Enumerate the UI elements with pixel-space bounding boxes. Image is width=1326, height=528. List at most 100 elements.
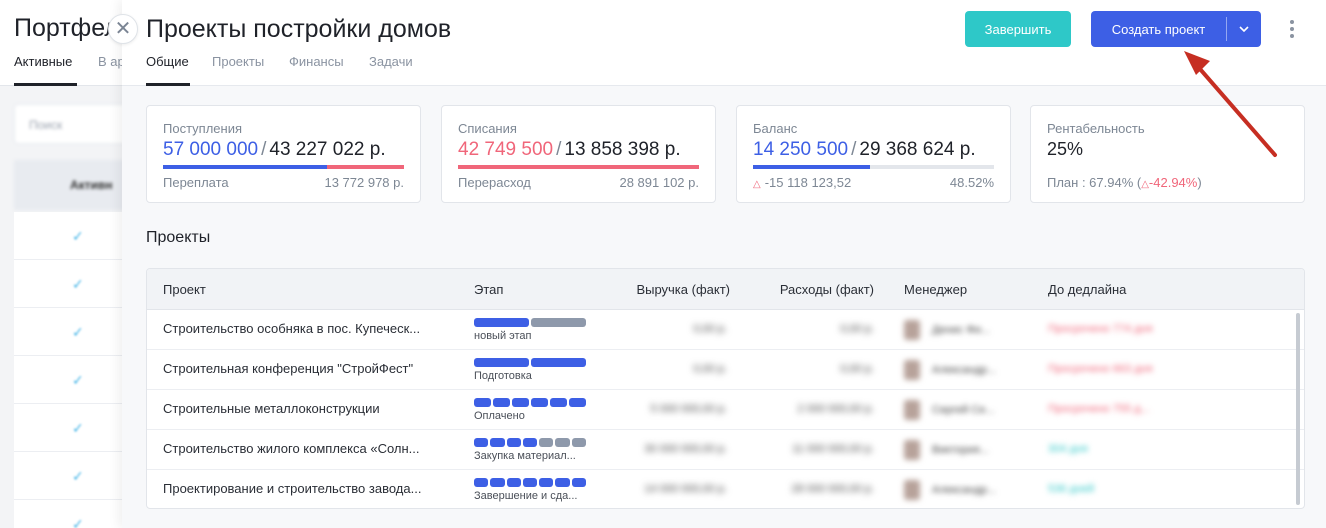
stage-progress: Закупка материал...: [474, 438, 586, 462]
kpi-income-foot-value: 13 772 978 р.: [324, 175, 404, 190]
more-options-icon[interactable]: [1284, 18, 1300, 40]
table-row[interactable]: Строительство особняка в пос. Купеческ..…: [147, 310, 1304, 350]
kpi-income-foot-label: Переплата: [163, 175, 229, 190]
kpi-balance-foot: △ -15 118 123,52: [753, 175, 851, 190]
kpi-expense-total: 13 858 398 р.: [564, 139, 681, 160]
expenses-value: 11 000 000,00 р.: [792, 443, 874, 455]
table-row[interactable]: Проектирование и строительство завода...…: [147, 470, 1304, 508]
revenue-value: 5 000 000,00 р.: [650, 403, 727, 415]
kpi-expense-bar: [458, 165, 699, 169]
check-icon: ✓: [72, 276, 84, 292]
tab-tasks[interactable]: Задачи: [369, 54, 413, 69]
tab-finance[interactable]: Финансы: [289, 54, 344, 69]
expenses-value: 28 000 000,00 р.: [791, 483, 874, 495]
project-name[interactable]: Строительство жилого комплекса «Солн...: [163, 441, 420, 456]
table-scrollbar[interactable]: [1296, 313, 1300, 505]
stage-segment: [539, 478, 554, 487]
stage-segment: [571, 438, 586, 447]
table-row[interactable]: Строительство жилого комплекса «Солн... З…: [147, 430, 1304, 470]
revenue-value: 14 000 000,00 р.: [644, 483, 727, 495]
kpi-income-values: 57 000 000/43 227 022 р.: [163, 139, 386, 160]
table-row[interactable]: Строительная конференция "СтройФест" Подг…: [147, 350, 1304, 390]
create-project-button[interactable]: Создать проект: [1091, 11, 1261, 47]
kpi-balance-bar: [753, 165, 994, 169]
check-icon: ✓: [72, 420, 84, 436]
avatar: [904, 360, 920, 380]
stage-segment: [512, 398, 529, 407]
portfolio-row[interactable]: ✓: [14, 452, 134, 500]
kpi-balance-foot-value: -15 118 123,52: [764, 175, 852, 190]
col-revenue[interactable]: Выручка (факт): [636, 282, 730, 297]
chevron-down-icon[interactable]: [1227, 26, 1261, 32]
project-name[interactable]: Проектирование и строительство завода...: [163, 481, 422, 496]
avatar: [904, 320, 920, 340]
kpi-income-total: 43 227 022 р.: [269, 139, 386, 160]
project-name[interactable]: Строительные металлоконструкции: [163, 401, 380, 416]
col-project[interactable]: Проект: [163, 282, 206, 297]
kpi-balance-total: 29 368 624 р.: [859, 139, 976, 160]
portfolio-row[interactable]: ✓: [14, 212, 134, 260]
revenue-value: 0,00 р.: [693, 363, 727, 375]
revenue-value: 0,00 р.: [693, 323, 727, 335]
kpi-income-title: Поступления: [163, 121, 243, 136]
stage-progress: новый этап: [474, 318, 586, 342]
kpi-income-card: Поступления 57 000 000/43 227 022 р. Пер…: [146, 105, 421, 203]
portfolio-row[interactable]: ✓: [14, 260, 134, 308]
blurred-cells: 0,00 р. 0,00 р. Александр... Просрочено 663…: [600, 350, 1304, 390]
portfolio-search-input[interactable]: Поиск: [14, 104, 134, 144]
stage-label: новый этап: [474, 330, 532, 342]
table-row[interactable]: Строительные металлоконструкции Оплачено 5…: [147, 390, 1304, 430]
deadline-value: Просрочено 755 д...: [1048, 403, 1150, 415]
stage-segment: [493, 398, 510, 407]
stage-segment: [474, 478, 489, 487]
deadline-value: 304 дня: [1048, 443, 1088, 455]
kpi-profit-diff: -42.94%: [1148, 175, 1198, 190]
manager-name: Александр...: [932, 364, 997, 376]
close-icon[interactable]: ✕: [108, 14, 138, 44]
portfolio-tab-active[interactable]: Активные: [14, 54, 73, 69]
portfolio-title: Портфел: [14, 14, 119, 42]
expenses-value: 2 000 000,00 р.: [797, 403, 874, 415]
projects-table: Проект Этап Выручка (факт) Расходы (факт…: [146, 268, 1305, 509]
kpi-balance-value: 14 250 500: [753, 139, 849, 160]
kpi-balance-card: Баланс 14 250 500/29 368 624 р. △ -15 118…: [736, 105, 1011, 203]
project-name[interactable]: Строительная конференция "СтройФест": [163, 361, 414, 376]
tab-projects[interactable]: Проекты: [212, 54, 265, 69]
stage-segment: [555, 438, 570, 447]
stage-segment: [569, 398, 586, 407]
manager-name: Виктория...: [932, 444, 989, 456]
blurred-cells: 14 000 000,00 р. 28 000 000,00 р. Александ…: [600, 470, 1304, 508]
portfolio-tab-archive[interactable]: В ар: [98, 54, 125, 69]
portfolio-row[interactable]: ✓: [14, 404, 134, 452]
kpi-profit-foot: План : 67.94% (△-42.94%): [1047, 175, 1202, 190]
create-project-label: Создать проект: [1111, 21, 1206, 37]
tab-general[interactable]: Общие: [146, 54, 189, 69]
kpi-profit-title: Рентабельность: [1047, 121, 1145, 136]
stage-segment: [571, 478, 586, 487]
manager-name: Александр...: [932, 484, 997, 496]
avatar: [904, 440, 920, 460]
col-deadline[interactable]: До дедлайна: [1048, 282, 1127, 297]
kpi-profit-plan: План : 67.94% (: [1047, 175, 1142, 190]
col-expenses[interactable]: Расходы (факт): [779, 282, 874, 297]
col-stage[interactable]: Этап: [474, 282, 504, 297]
portfolio-row[interactable]: ✓: [14, 308, 134, 356]
portfolio-row[interactable]: ✓: [14, 500, 134, 528]
stage-progress: Подготовка: [474, 358, 586, 382]
stage-segment: [506, 438, 521, 447]
kpi-expense-foot-label: Перерасход: [458, 175, 531, 190]
deadline-value: 536 дней: [1048, 483, 1095, 495]
check-icon: ✓: [72, 468, 84, 484]
project-name[interactable]: Строительство особняка в пос. Купеческ..…: [163, 321, 421, 336]
stage-segment: [474, 318, 529, 327]
stage-segment: [490, 478, 505, 487]
drawer-header: Проекты постройки домов Общие Проекты Фи…: [122, 0, 1326, 86]
stage-progress: Завершение и сда...: [474, 478, 586, 502]
col-manager[interactable]: Менеджер: [904, 282, 968, 297]
check-icon: ✓: [72, 324, 84, 340]
kpi-income-value: 57 000 000: [163, 139, 259, 160]
finish-button[interactable]: Завершить: [965, 11, 1071, 47]
project-group-drawer: Проекты постройки домов Общие Проекты Фи…: [122, 0, 1326, 528]
manager-cell: Виктория...: [904, 440, 989, 460]
portfolio-row[interactable]: ✓: [14, 356, 134, 404]
